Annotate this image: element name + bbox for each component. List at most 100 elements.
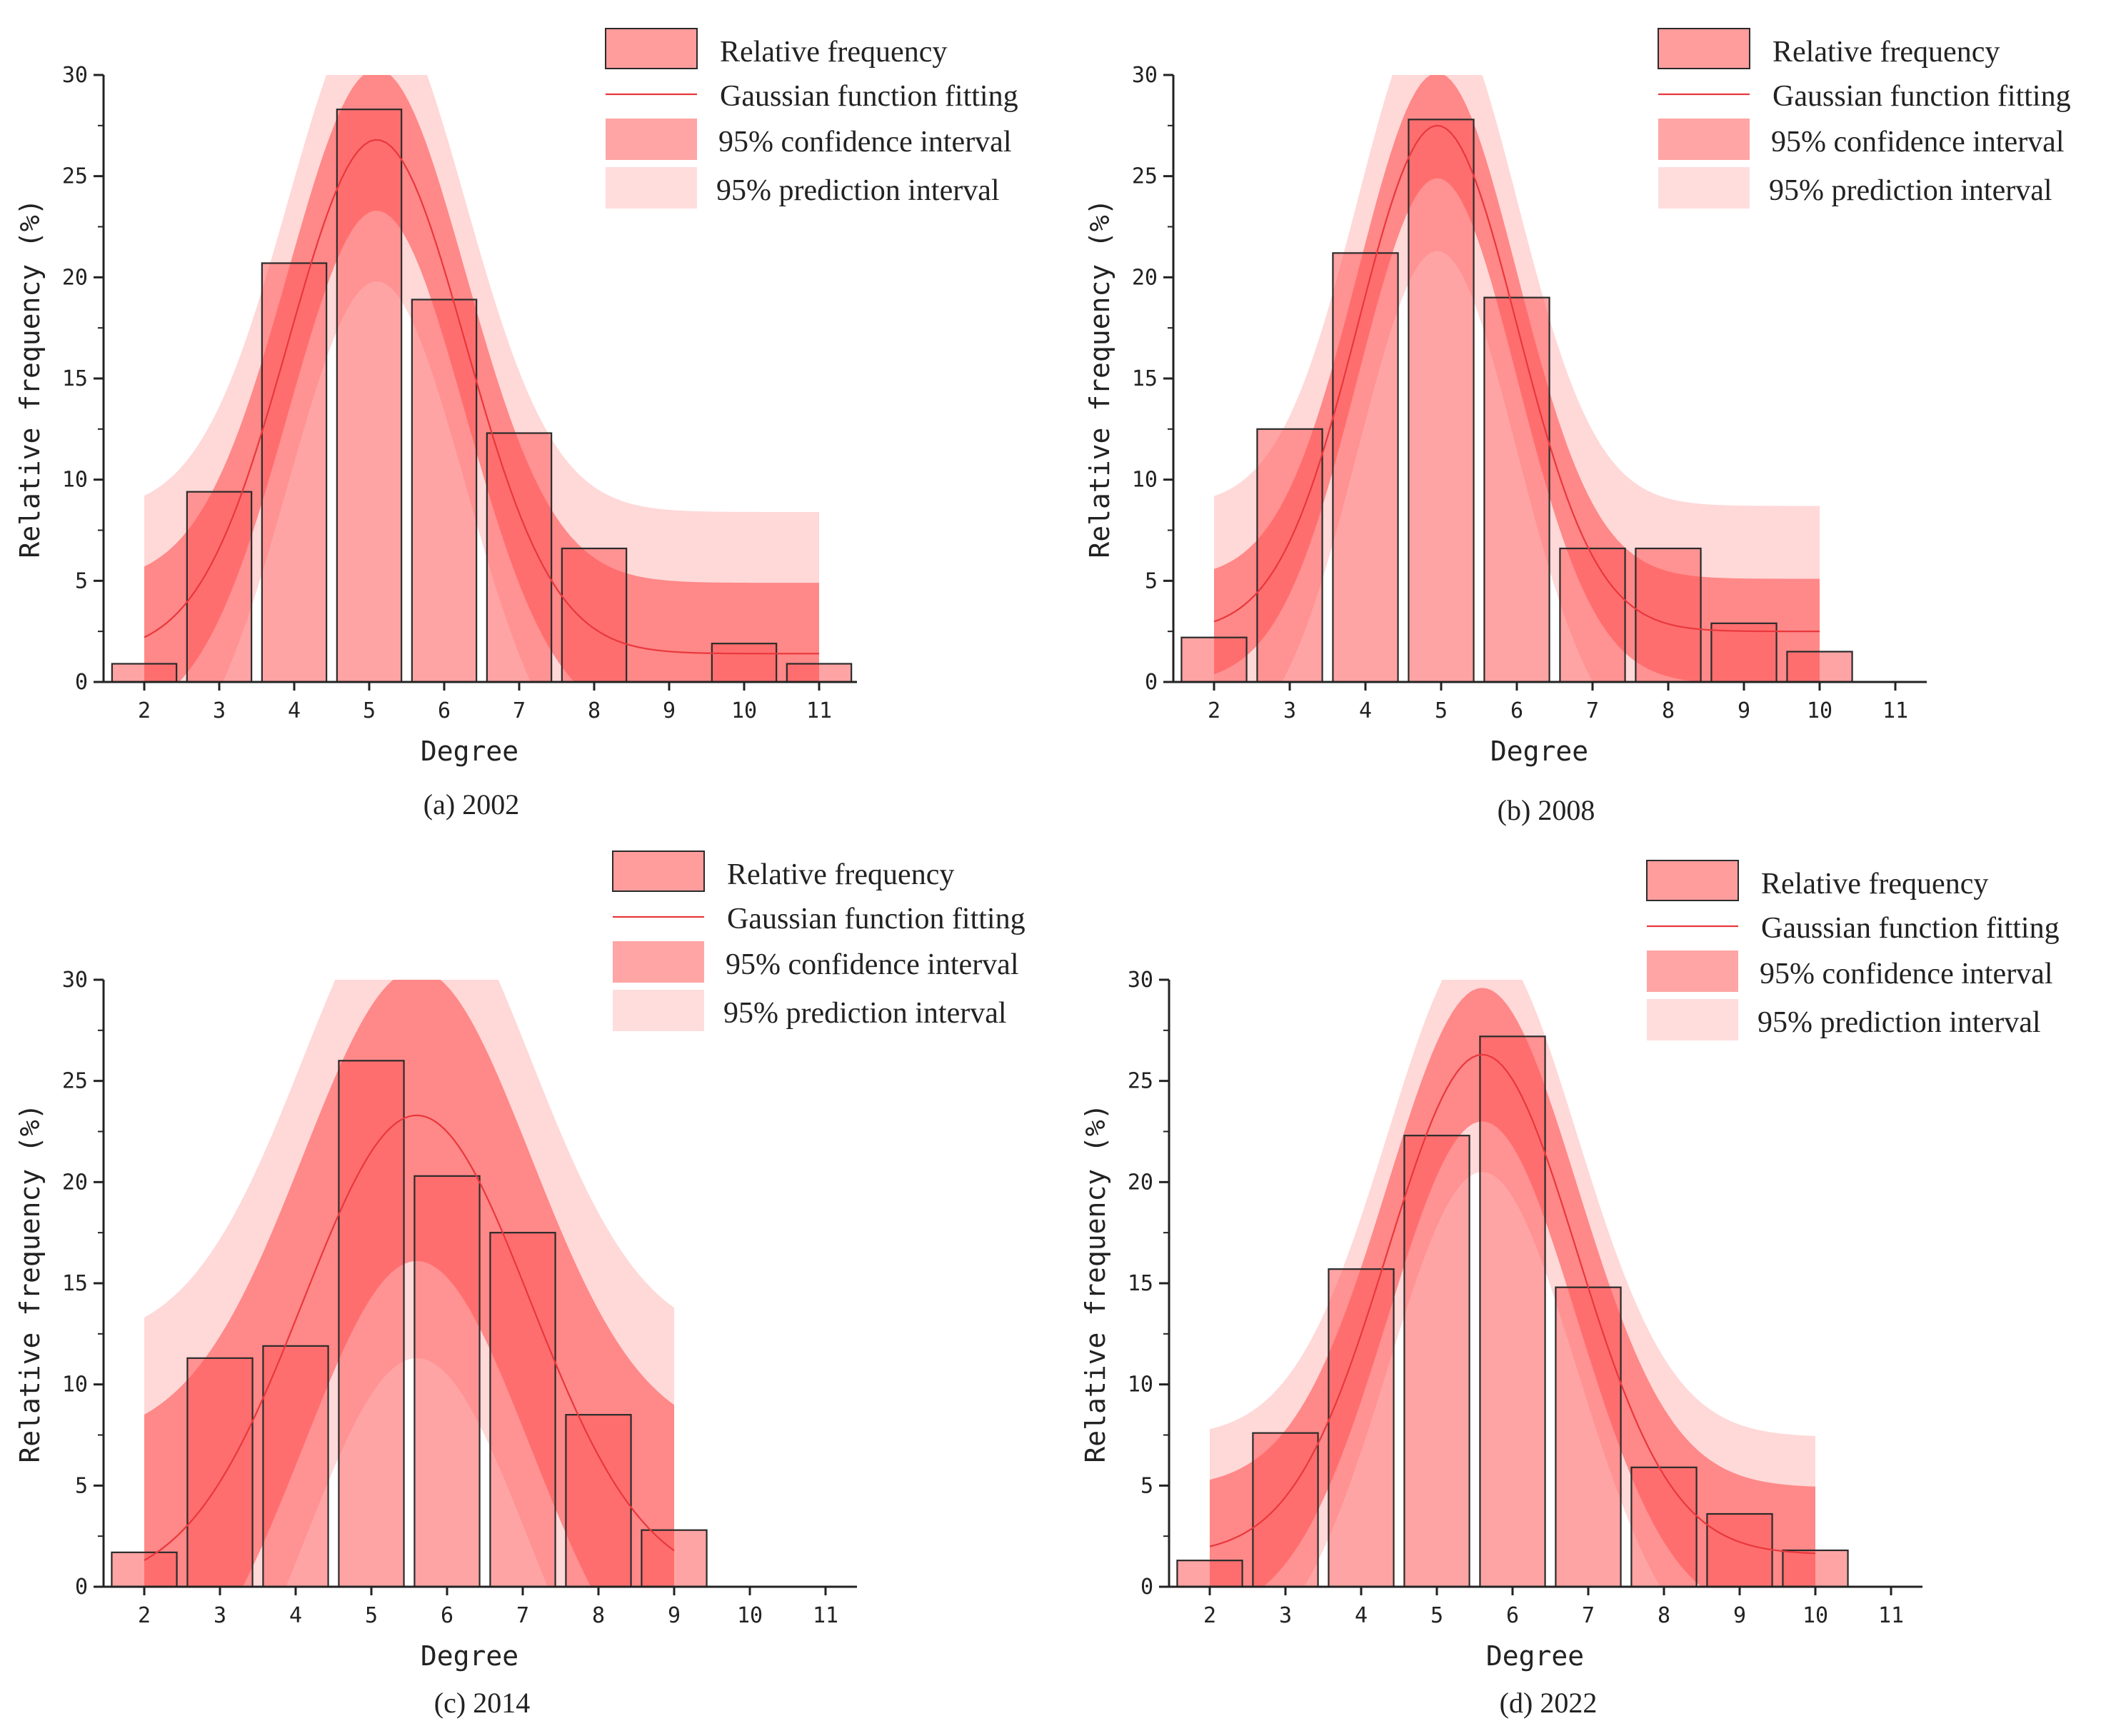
y-tick-label: 20 — [1128, 1170, 1153, 1195]
x-tick-label: 4 — [288, 698, 301, 723]
bar-degree-9 — [641, 1529, 708, 1587]
chart-panel-2: 0 5 10 15 20 25 30 2 3 4 5 6 7 8 9 10 11 Degree Relative f… — [1084, 28, 2071, 826]
legend-swatch-prediction — [1647, 999, 1738, 1040]
y-tick-label: 15 — [62, 366, 88, 391]
chart-panel-3: 0 5 10 15 20 25 30 2 3 4 5 6 7 8 9 10 11 Degree Relative f… — [14, 851, 1026, 1719]
x-tick-label: 9 — [663, 698, 676, 723]
x-tick-label: 6 — [441, 1603, 453, 1628]
legend-swatch-confidence — [613, 941, 704, 983]
x-tick-label: 8 — [588, 698, 601, 723]
bar-degree-4 — [1332, 252, 1399, 682]
bar-degree-4 — [262, 1345, 329, 1587]
y-axis-title: Relative frequency (%) — [1084, 199, 1115, 558]
legend-swatch-bar — [1658, 28, 1750, 69]
bar-degree-3 — [186, 491, 253, 682]
bar-degree-9 — [1710, 622, 1777, 682]
x-tick-label: 8 — [592, 1603, 605, 1628]
x-axis-title: Degree — [1486, 1640, 1584, 1672]
legend-label-relative-frequency: Relative frequency — [1772, 36, 2000, 69]
bar-degree-6 — [1483, 296, 1550, 682]
legend-label-prediction: 95% prediction interval — [1758, 1006, 2041, 1039]
confidence-band — [144, 75, 819, 682]
x-tick-label: 9 — [668, 1603, 681, 1628]
x-tick-label: 4 — [1359, 698, 1372, 723]
x-tick-label: 7 — [513, 698, 526, 723]
x-tick-label: 8 — [1662, 698, 1675, 723]
chart-caption: (a) 2002 — [423, 788, 519, 821]
x-tick-label: 5 — [1435, 698, 1448, 723]
y-tick-label: 25 — [1128, 1069, 1153, 1094]
legend: Relative frequency Gaussian function fitt… — [612, 851, 1026, 1031]
x-tick-label: 5 — [363, 698, 376, 723]
legend-swatch-confidence — [1647, 950, 1738, 992]
x-tick-label: 3 — [214, 1603, 226, 1628]
x-axis-title: Degree — [421, 736, 518, 767]
legend-label-gaussian-fit: Gaussian function fitting — [1761, 912, 2060, 945]
y-tick-label: 10 — [1132, 468, 1158, 493]
y-tick-label: 5 — [75, 568, 88, 593]
bar-degree-5 — [1408, 119, 1475, 682]
x-tick-label: 7 — [1586, 698, 1599, 723]
legend-swatch-bar — [612, 851, 705, 892]
gaussian-fit-line — [1209, 1053, 1816, 1555]
x-tick-label: 5 — [365, 1603, 378, 1628]
plot-area — [111, 980, 708, 1587]
legend-label-prediction: 95% prediction interval — [1769, 174, 2052, 207]
bar-degree-2 — [111, 1551, 178, 1587]
bar-degree-2 — [1176, 1560, 1243, 1587]
y-tick-label: 25 — [1132, 164, 1158, 189]
gaussian-fit-line — [144, 139, 820, 655]
gaussian-fit-line — [1213, 124, 1820, 633]
y-tick-label: 15 — [1132, 366, 1158, 391]
legend-label-confidence: 95% confidence interval — [726, 948, 1018, 981]
x-tick-label: 10 — [731, 698, 757, 723]
y-tick-label: 30 — [1128, 968, 1153, 993]
bar-degree-6 — [411, 298, 478, 682]
bar-degree-5 — [336, 109, 403, 682]
bar-degree-10 — [1786, 651, 1853, 682]
x-tick-label: 2 — [138, 1603, 151, 1628]
x-tick-label: 3 — [213, 698, 226, 723]
bar-degree-6 — [1479, 1035, 1546, 1587]
legend-label-confidence: 95% confidence interval — [718, 126, 1011, 159]
bar-degree-10 — [1782, 1549, 1849, 1587]
bar-degree-4 — [1328, 1268, 1395, 1587]
legend-label-confidence: 95% confidence interval — [1771, 126, 2064, 159]
x-tick-label: 2 — [1208, 698, 1220, 723]
x-tick-label: 8 — [1658, 1603, 1670, 1628]
bar-degree-11 — [786, 663, 853, 682]
y-tick-label: 5 — [1140, 1473, 1153, 1498]
chart-caption: (b) 2008 — [1498, 794, 1595, 826]
legend-label-gaussian-fit: Gaussian function fitting — [720, 80, 1018, 113]
bar-degree-8 — [561, 547, 628, 682]
x-tick-label: 3 — [1283, 698, 1296, 723]
y-tick-label: 5 — [1145, 568, 1158, 593]
legend-label-prediction: 95% prediction interval — [716, 174, 1000, 207]
y-tick-label: 10 — [1128, 1373, 1153, 1398]
chart-caption: (c) 2014 — [434, 1687, 530, 1719]
bar-degree-7 — [486, 432, 553, 682]
legend-label-gaussian-fit: Gaussian function fitting — [1772, 80, 2071, 113]
y-tick-label: 15 — [1128, 1271, 1153, 1296]
bar-degree-6 — [413, 1175, 481, 1587]
legend-swatch-bar — [1646, 860, 1739, 901]
bar-degree-3 — [186, 1357, 254, 1587]
x-tick-label: 11 — [813, 1603, 838, 1628]
legend-label-relative-frequency: Relative frequency — [1761, 868, 1988, 900]
plot-area — [1180, 75, 1853, 682]
x-tick-label: 6 — [438, 698, 451, 723]
x-tick-label: 4 — [1355, 1603, 1368, 1628]
x-tick-label: 9 — [1738, 698, 1750, 723]
x-tick-label: 4 — [289, 1603, 302, 1628]
legend-swatch-bar — [605, 28, 698, 69]
legend-swatch-prediction — [1658, 167, 1750, 209]
x-tick-label: 10 — [1802, 1603, 1828, 1628]
y-tick-label: 20 — [1132, 265, 1158, 290]
x-tick-label: 9 — [1733, 1603, 1746, 1628]
x-tick-label: 7 — [1582, 1603, 1595, 1628]
legend-swatch-confidence — [1658, 119, 1750, 160]
x-tick-label: 6 — [1506, 1603, 1519, 1628]
legend-label-confidence: 95% confidence interval — [1760, 958, 2052, 990]
legend-label-gaussian-fit: Gaussian function fitting — [727, 903, 1026, 935]
